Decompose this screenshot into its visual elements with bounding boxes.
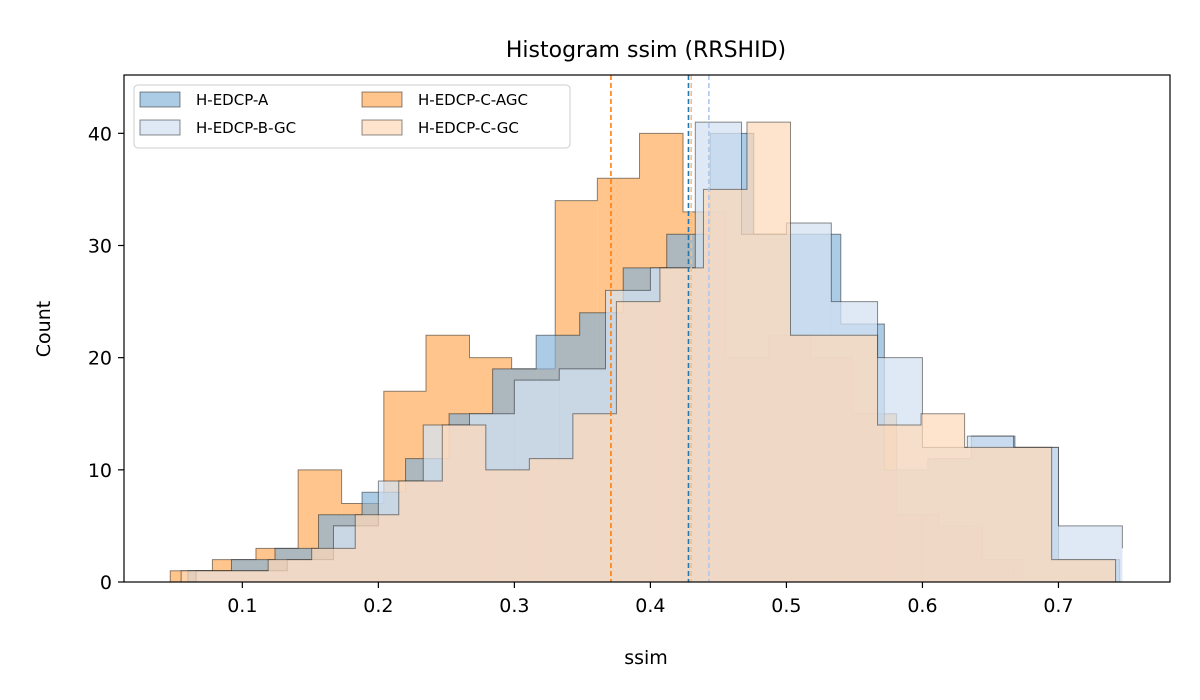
x-tick-label: 0.7 [1043,595,1073,617]
y-tick-label: 40 [88,123,112,145]
y-axis-label: Count [33,301,55,357]
hist-bar [442,424,486,582]
hist-bar [355,514,399,582]
hist-outline [180,121,1117,582]
legend: H-EDCP-A H-EDCP-B-GC H-EDCP-C-AGC H-EDCP-C-… [133,84,571,149]
hist-bar [790,335,835,582]
hist-bar [398,481,443,582]
hist-bar [572,413,617,582]
hist-bar [311,548,356,582]
series-h-edcp-c-gc-bars [180,121,1117,583]
hist-bar [224,570,269,582]
hist-bar [529,458,573,582]
legend-box [133,84,571,149]
legend-swatch [139,119,181,136]
legend-label: H-EDCP-C-AGC [418,91,528,109]
hist-bar [181,570,225,582]
x-tick-label: 0.2 [363,595,393,617]
legend-swatch [361,119,403,136]
x-tick-label: 0.1 [227,595,257,617]
legend-label: H-EDCP-C-GC [418,119,519,137]
hist-bar [1051,559,1116,582]
hist-bar [746,122,791,583]
chart-title: Histogram ssim (RRSHID) [506,38,786,63]
legend-label: H-EDCP-B-GC [196,119,296,137]
x-tick-label: 0.5 [771,595,801,617]
legend-swatch [361,91,403,108]
hist-bar [921,413,965,582]
x-axis-label: ssim [624,647,668,669]
legend-label: H-EDCP-A [196,91,269,109]
x-tick-label: 0.4 [635,595,665,617]
plot-frame [123,74,1171,583]
hist-bar [1008,447,1052,582]
hist-bar [616,301,660,582]
hist-bar [703,189,747,582]
hist-bar [964,447,1009,582]
hist-bar [485,469,530,582]
y-tick-label: 0 [100,572,112,594]
x-tick-label: 0.6 [907,595,937,617]
y-tick-label: 20 [88,348,112,370]
hist-bar [268,559,312,582]
legend-swatch [139,91,181,108]
y-tick-label: 30 [88,235,112,257]
y-tick-label: 10 [88,460,112,482]
hist-bar [659,267,704,582]
x-tick-label: 0.3 [499,595,529,617]
hist-bar [877,424,922,582]
hist-bar [834,335,878,582]
